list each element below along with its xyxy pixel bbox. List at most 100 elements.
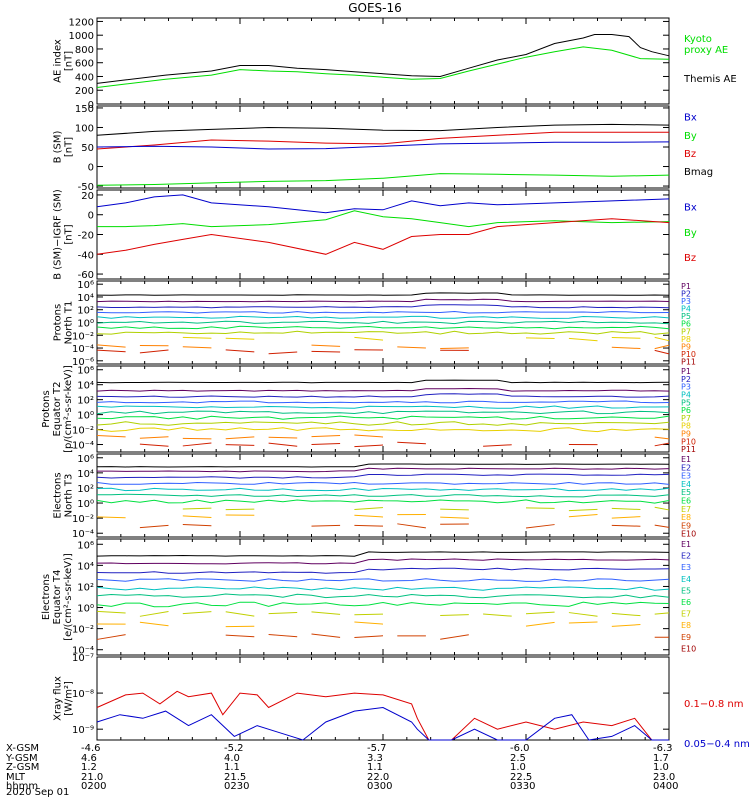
series-E2 (96, 558, 670, 565)
ylabel: [p/(cm²-s-sr-keV)] (63, 365, 74, 453)
series-E10 (654, 524, 670, 528)
ylabel: [W/m²] (64, 681, 75, 716)
legend-label: P2 (681, 375, 691, 384)
footer-row-label: Z-GSM (6, 762, 40, 773)
series-P11 (268, 351, 298, 355)
legend-label: P11 (681, 445, 696, 454)
ytick-label: 0 (88, 100, 94, 111)
series-E8 (654, 506, 670, 511)
series-E2 (97, 467, 670, 473)
plot-title: GOES-16 (348, 1, 402, 15)
series-P10 (397, 346, 426, 349)
ylabel: North T3 (64, 474, 75, 518)
footer-value: 0330 (510, 781, 536, 792)
panel-ae: 1200 1000 800 600 400 200 0 AE index [nT] Kyotopr… (53, 17, 737, 111)
legend-label: Themis AE (683, 74, 737, 85)
ylabel: [e/(cm²-s-sr-keV)] (63, 553, 74, 641)
footer-value: 2.5 (510, 752, 526, 764)
series-P10 (225, 436, 255, 440)
series-E1 (96, 551, 670, 557)
footer-value: 22.0 (367, 771, 390, 783)
series-E9 (182, 515, 212, 518)
series-E8 (225, 611, 255, 617)
legend-label: By (684, 228, 697, 239)
series-E5 (96, 586, 670, 591)
series-P10 (311, 435, 341, 438)
series-E10 (525, 524, 555, 529)
series-E10 (440, 634, 469, 640)
legend-label: Bx (684, 113, 697, 124)
series-E8 (139, 611, 169, 617)
panel-b-minus-igrf: 20 0 -20 -40 -60 B (SM)−IGRF (SM) [nT] Bx By Bz (53, 189, 697, 281)
ytick-label: -60 (78, 270, 94, 281)
series-P7 (96, 325, 670, 330)
series-E1 (96, 463, 670, 468)
series-E8 (182, 611, 212, 615)
series-themis-ae (96, 34, 670, 84)
series-bx (96, 194, 670, 214)
series-P11 (96, 349, 126, 353)
footer-value: 1.2 (81, 762, 97, 773)
series-E8 (225, 508, 255, 511)
ytick-label: 0 (88, 163, 94, 174)
series-E8 (525, 611, 555, 615)
ytick-label: 10⁻² (72, 625, 94, 636)
legend-label: E9 (681, 521, 691, 530)
panel-frame (96, 656, 670, 741)
series-bz (96, 131, 669, 150)
footer-value: 22.5 (510, 771, 533, 783)
series-P10 (96, 434, 126, 438)
footer-value: 1.1 (224, 762, 240, 773)
footer-value: 3.3 (367, 752, 383, 764)
series-P9 (654, 336, 670, 342)
legend-label: P4 (681, 390, 691, 399)
series-E8 (311, 611, 341, 615)
legend-label: P6 (681, 406, 691, 415)
ytick-label: 800 (75, 45, 94, 56)
ytick-label: 10² (77, 484, 94, 495)
ytick-label: 10² (77, 396, 94, 407)
panel-xray: 10⁻⁷ 10⁻⁸ 10⁻⁹ Xray flux [W/m²] 0.1−0.8 nm 0.0… (53, 653, 750, 750)
series-P11 (654, 442, 670, 447)
series-E8 (568, 508, 598, 512)
series-E9 (525, 621, 555, 627)
series-E10 (611, 524, 641, 527)
footer-value: 23.0 (653, 771, 676, 783)
ytick-label: -20 (78, 231, 94, 242)
series-0.05-0.4-nm (96, 706, 669, 741)
series-P10 (654, 436, 670, 440)
ylabel: Xray flux (53, 676, 64, 721)
series-by (96, 173, 670, 186)
legend-label: E1 (681, 540, 691, 549)
legend-label: proxy AE (684, 45, 728, 56)
series-P10 (654, 344, 670, 350)
legend-label: E4 (681, 480, 691, 489)
ytick-label: 10⁰ (77, 411, 94, 422)
series-E8 (440, 614, 469, 616)
panel-frame (96, 189, 670, 280)
series-by (97, 210, 670, 228)
series-E10 (139, 524, 169, 529)
series-P3 (96, 393, 670, 398)
legend-label: E2 (681, 552, 691, 561)
legend-label: P9 (681, 342, 691, 351)
ylabel: Protons (41, 390, 52, 427)
ytick-label: 10⁻⁸ (72, 689, 94, 700)
ytick-label: 10⁻⁴ (72, 646, 94, 657)
footer-value: 0230 (224, 781, 250, 792)
series-E10 (268, 633, 298, 638)
ytick-label: 10⁰ (77, 319, 94, 330)
series-E8 (268, 612, 298, 615)
legend-label: E5 (681, 488, 691, 497)
series-E10 (96, 634, 126, 640)
series-E8 (483, 613, 512, 617)
ytick-label: 10⁶ (77, 454, 94, 465)
ytick-label: 10⁻⁴ (72, 441, 94, 452)
legend-label: P3 (681, 383, 691, 392)
series-E9 (611, 624, 641, 627)
legend-label: E7 (681, 610, 691, 619)
series-P11 (225, 349, 255, 353)
ytick-label: 1200 (69, 17, 94, 28)
series-P9 (525, 337, 555, 339)
